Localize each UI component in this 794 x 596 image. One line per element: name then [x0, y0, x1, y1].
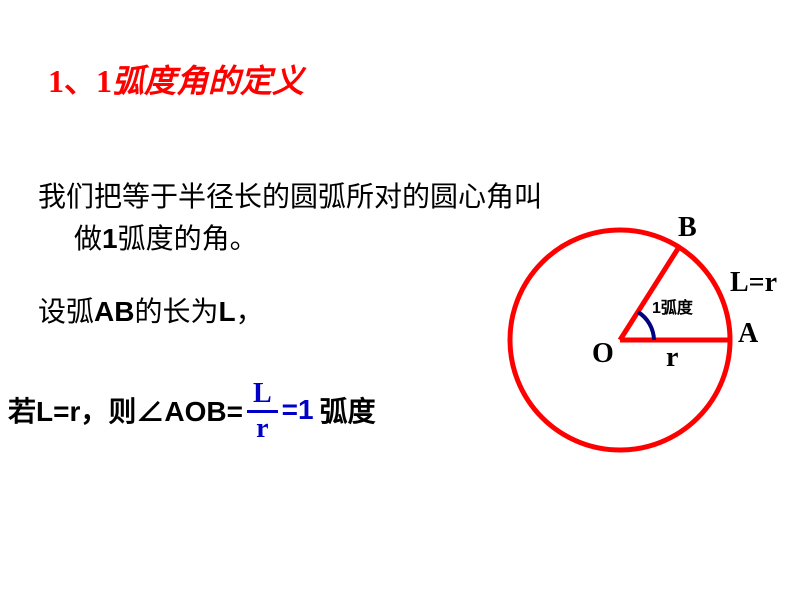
paragraph-arc-length: 设弧AB的长为L，	[38, 290, 264, 330]
equation: 若L=r，则∠AOB= L r =1 弧度	[8, 378, 376, 441]
label-lr: L=r	[730, 267, 777, 299]
label-b: B	[678, 212, 697, 244]
title-rest: 弧度角的定义	[112, 63, 304, 99]
label-o: O	[592, 338, 614, 370]
eq-equals-one: =1	[282, 394, 314, 426]
diagram-svg	[460, 210, 780, 480]
label-one-radian: 1弧度	[652, 294, 693, 318]
page-title: 1、1弧度角的定义	[48, 56, 304, 102]
eq-suffix: 弧度	[320, 390, 376, 430]
label-a: A	[738, 318, 758, 350]
radian-diagram: B A O r L=r 1弧度	[460, 210, 780, 480]
frac-denominator: r	[250, 413, 274, 443]
label-r: r	[666, 342, 678, 374]
fraction: L r	[247, 380, 278, 443]
frac-numerator: L	[247, 380, 278, 410]
eq-fraction: L r =1	[243, 378, 314, 441]
title-prefix: 1、1	[48, 63, 112, 99]
eq-prefix: 若L=r，则∠AOB=	[8, 390, 243, 430]
